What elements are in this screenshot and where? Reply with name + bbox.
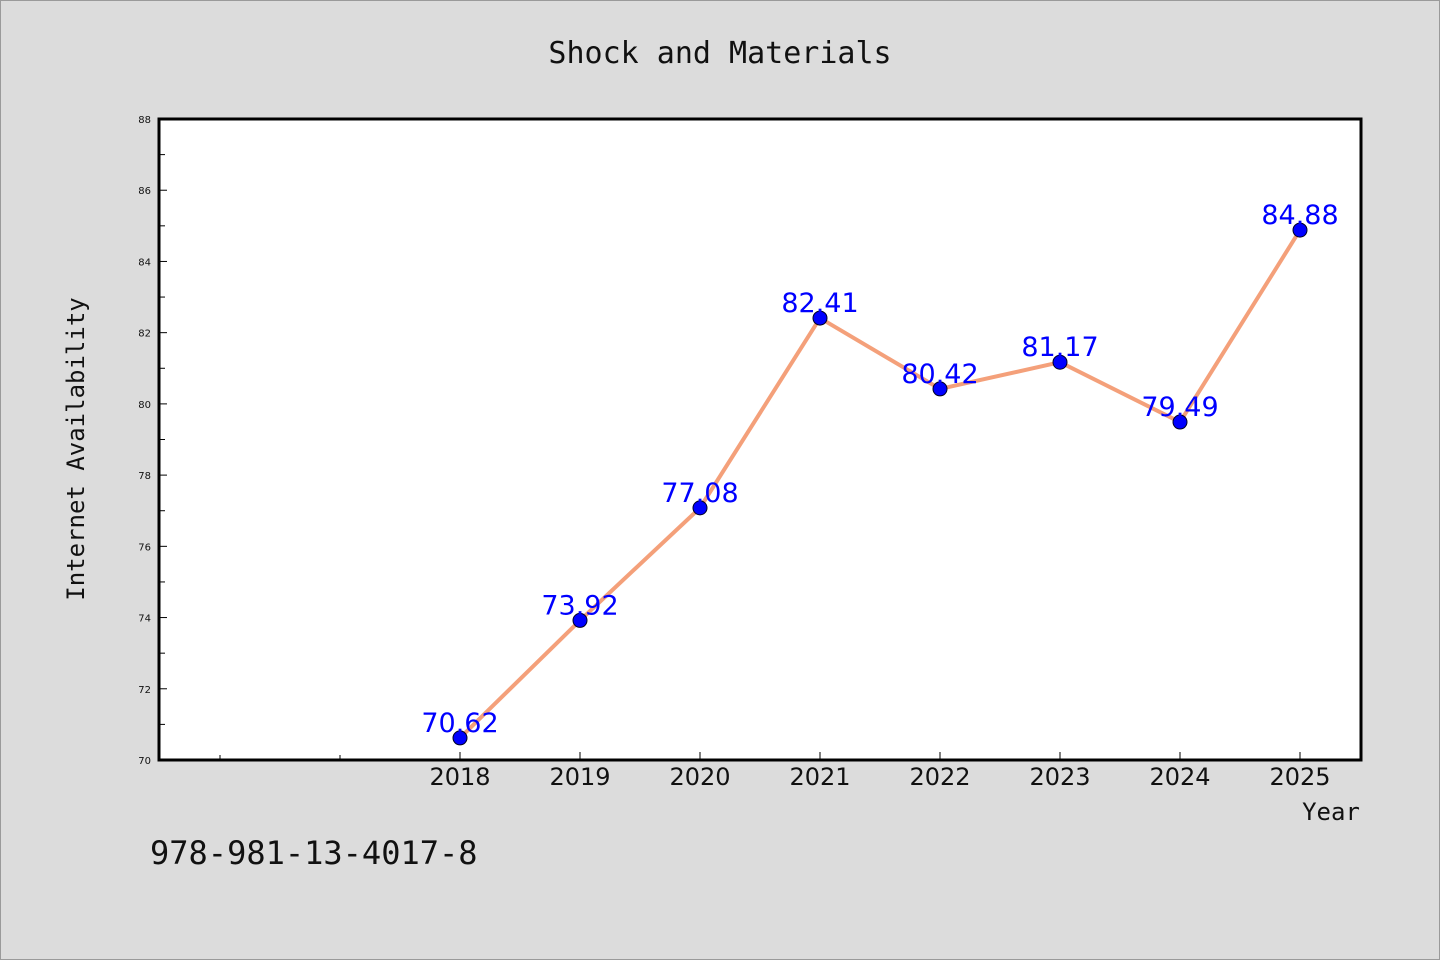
data-label: 84.88 bbox=[1261, 200, 1338, 231]
data-point-marker bbox=[1172, 414, 1188, 430]
x-tick-label: 2021 bbox=[789, 763, 850, 791]
y-tick-label: 72 bbox=[138, 685, 151, 696]
data-label: 82.41 bbox=[781, 288, 858, 319]
y-tick-label: 74 bbox=[138, 614, 151, 625]
y-tick-label: 78 bbox=[138, 471, 151, 482]
y-tick-label: 84 bbox=[138, 257, 151, 268]
x-tick-label: 2023 bbox=[1029, 763, 1090, 791]
data-point-marker bbox=[812, 310, 828, 326]
data-points bbox=[452, 222, 1308, 746]
data-point-marker bbox=[1292, 222, 1308, 238]
y-tick-label: 82 bbox=[138, 329, 151, 340]
isbn-note: 978-981-13-4017-8 bbox=[150, 834, 478, 872]
data-labels: 70.62 73.92 77.08 82.41 80.42 81.17 79.49 84.88 bbox=[421, 200, 1338, 739]
series-line bbox=[458, 229, 1302, 740]
x-tick-label: 2020 bbox=[669, 763, 730, 791]
y-axis-title: Internet Availability bbox=[62, 297, 90, 600]
data-point-marker bbox=[572, 612, 588, 628]
data-label: 77.08 bbox=[661, 478, 738, 509]
y-tick-label: 88 bbox=[138, 115, 151, 126]
plot-area bbox=[157, 117, 1363, 762]
data-point-marker bbox=[932, 381, 948, 397]
x-axis: 2018 2019 2020 2021 2022 2023 2024 2025 bbox=[219, 752, 1331, 791]
data-label: 80.42 bbox=[901, 359, 978, 390]
x-tick-label: 2019 bbox=[549, 763, 610, 791]
chart-title: Shock and Materials bbox=[548, 36, 891, 71]
x-axis-title: Year bbox=[1302, 798, 1360, 826]
data-label: 73.92 bbox=[541, 590, 618, 621]
data-point-marker bbox=[692, 500, 708, 516]
x-tick-label: 2024 bbox=[1149, 763, 1210, 791]
data-label: 79.49 bbox=[1141, 392, 1218, 423]
y-tick-label: 80 bbox=[138, 400, 151, 411]
data-point-marker bbox=[452, 730, 468, 746]
series-line-group bbox=[458, 229, 1302, 740]
x-tick-label: 2022 bbox=[909, 763, 970, 791]
x-tick-label: 2025 bbox=[1269, 763, 1330, 791]
y-tick-label: 70 bbox=[138, 756, 151, 767]
y-axis: 70 72 74 76 78 80 82 84 86 88 bbox=[138, 115, 167, 767]
data-label: 70.62 bbox=[421, 708, 498, 739]
data-point-marker bbox=[1052, 354, 1068, 370]
y-tick-label: 86 bbox=[138, 186, 151, 197]
x-tick-label: 2018 bbox=[429, 763, 490, 791]
data-label: 81.17 bbox=[1021, 332, 1098, 363]
y-tick-label: 76 bbox=[138, 542, 151, 553]
